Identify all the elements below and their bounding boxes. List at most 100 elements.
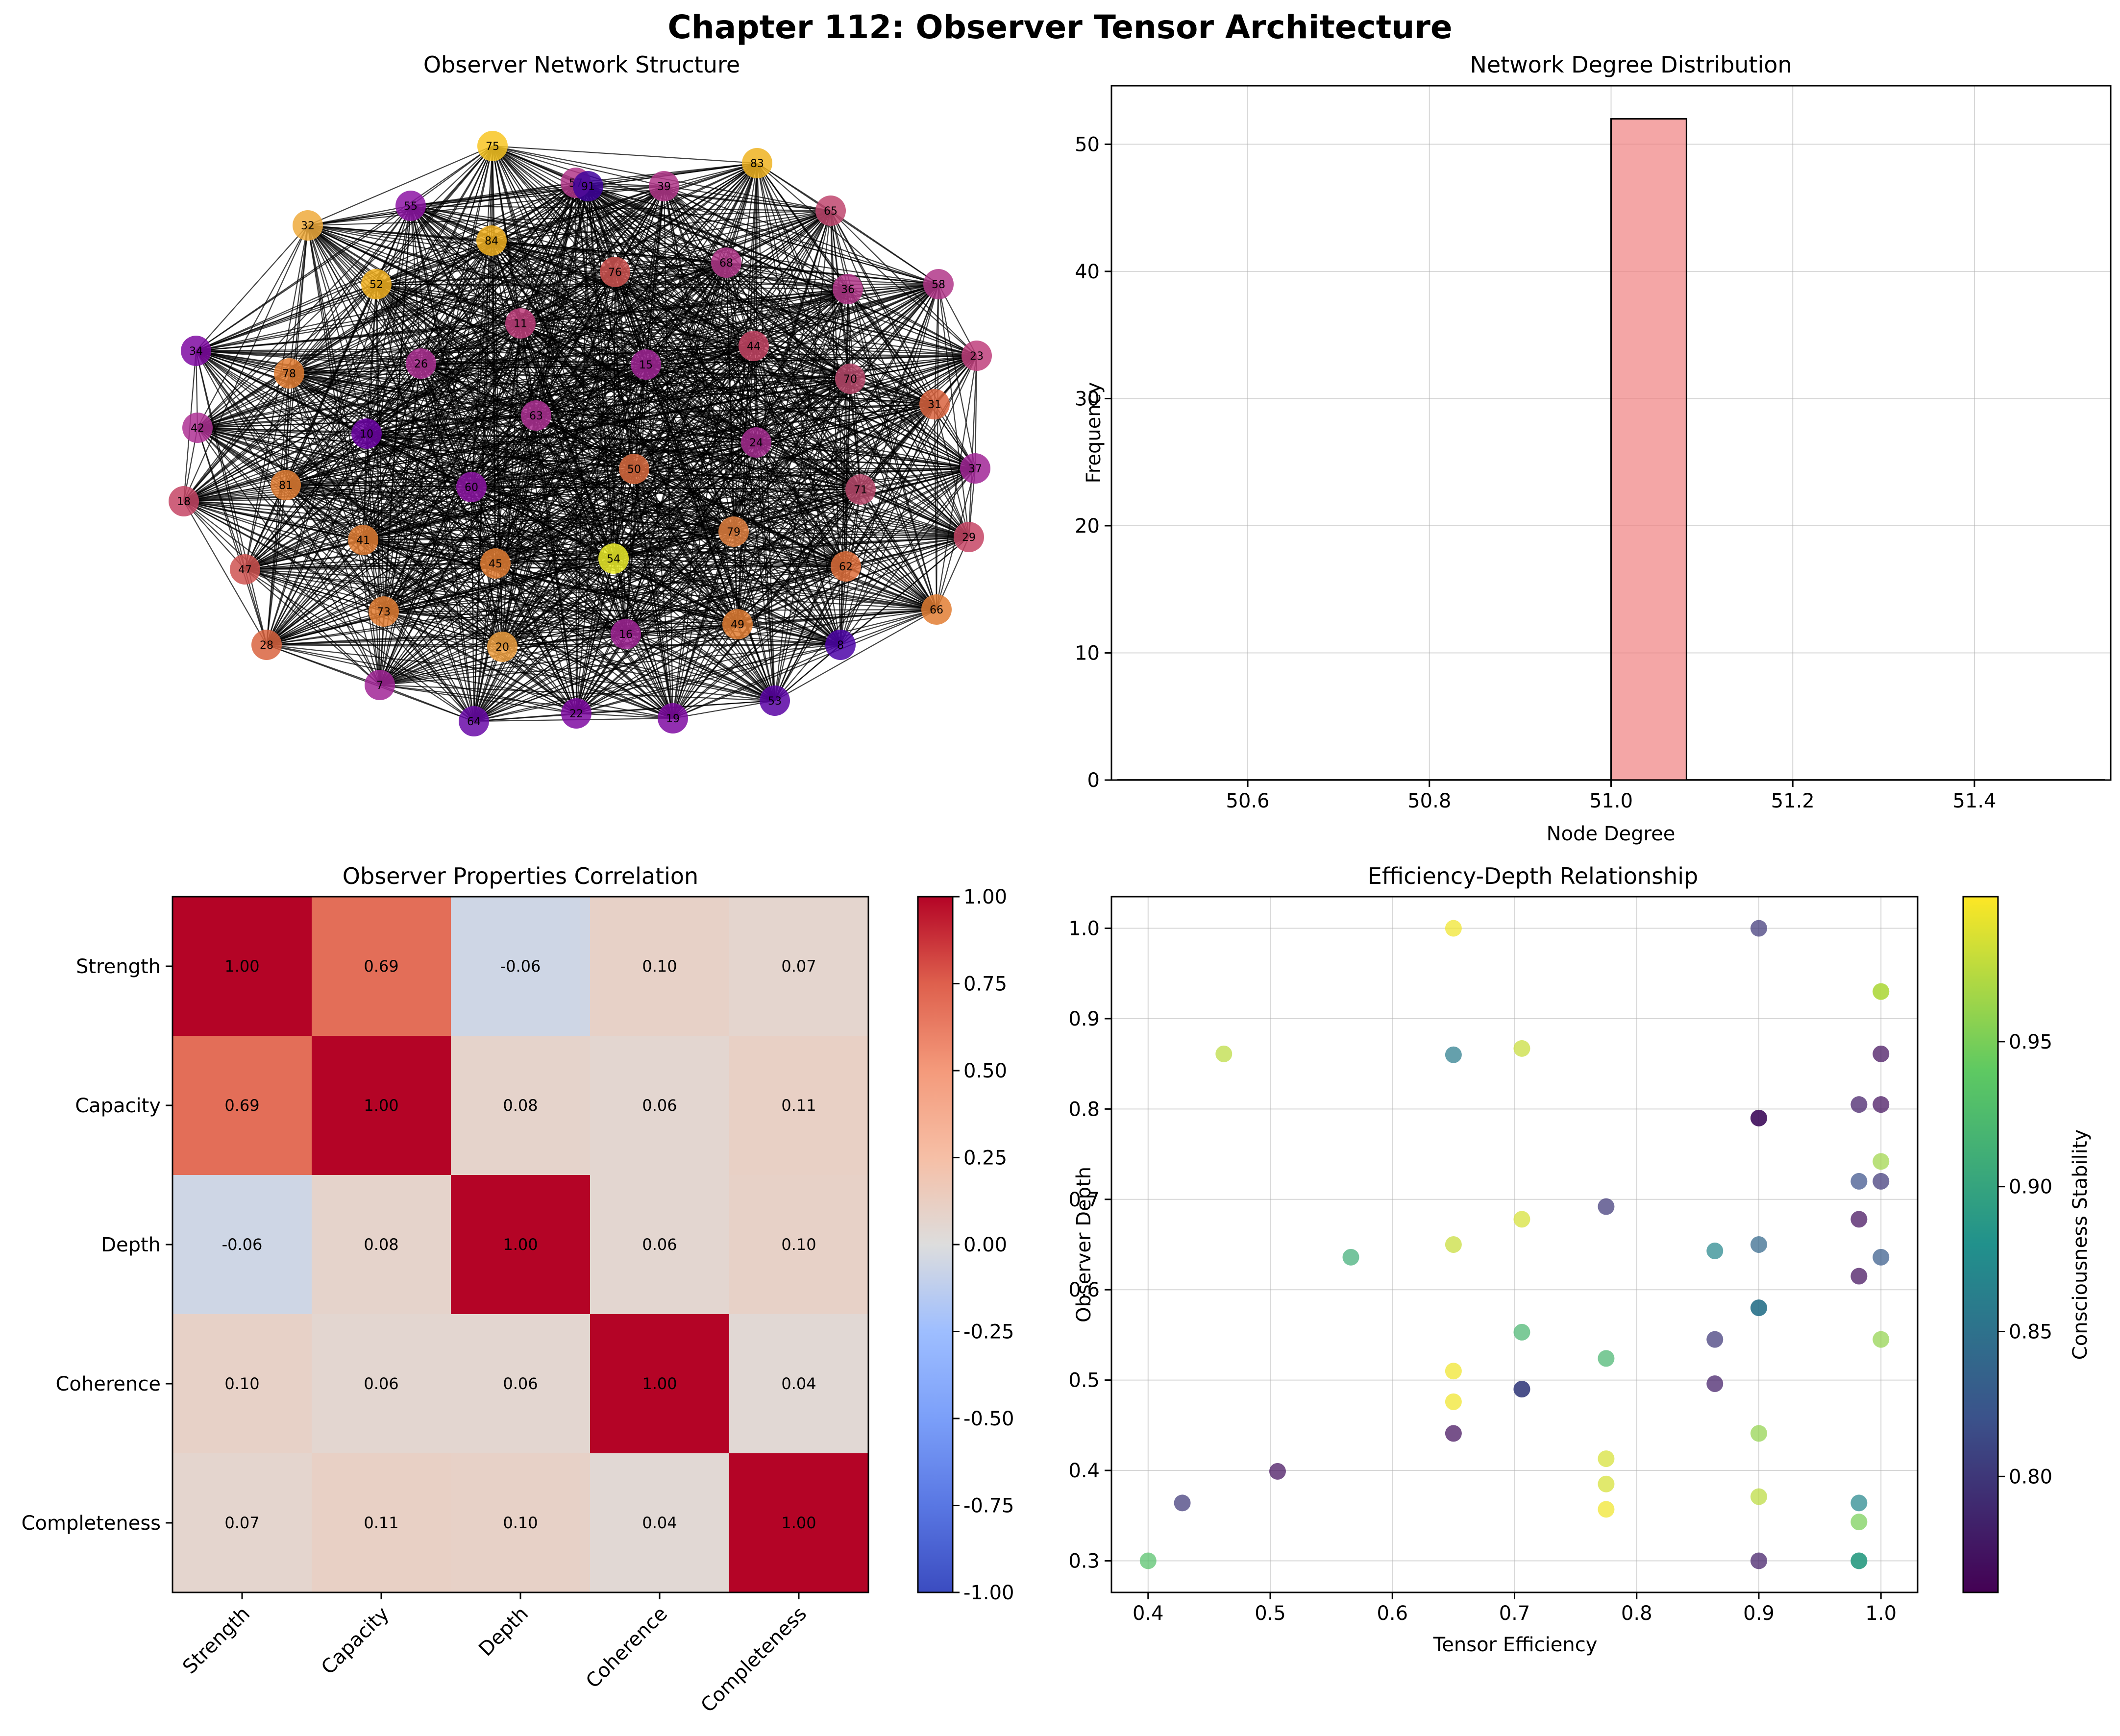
network-node-label: 24 <box>749 437 763 449</box>
scatter-y-ticks: 0.3 0.4 0.5 0.6 0.7 0.8 0.9 1.0 <box>1068 918 1111 1572</box>
heatmap-cell <box>590 1314 729 1453</box>
network-edge <box>634 378 851 470</box>
network-edge <box>366 433 496 564</box>
degree-x-tick-label: 50.8 <box>1407 790 1451 812</box>
network-edge <box>576 536 969 714</box>
network-edge <box>410 185 589 207</box>
network-edge <box>285 484 846 567</box>
scatter-colorbar-tick-label: 0.95 <box>2009 1031 2052 1053</box>
scatter-x-ticks: 0.4 0.5 0.6 0.7 0.8 0.9 1.0 <box>1133 1592 1897 1625</box>
network-node-label: 76 <box>608 267 622 279</box>
network-node-label: 44 <box>747 341 761 353</box>
network-edge <box>196 182 576 352</box>
network-node-label: 34 <box>189 345 203 358</box>
scatter-point <box>1598 1501 1615 1518</box>
degree-ylabel: Frequency <box>1083 382 1105 484</box>
heatmap-cell-label: 0.10 <box>503 1514 538 1532</box>
network-edge <box>245 363 421 570</box>
network-edge <box>285 484 496 564</box>
scatter-point <box>1598 1475 1615 1492</box>
heatmap-colorbar-tick-label: -1.00 <box>963 1582 1014 1604</box>
heatmap-cell-label: 1.00 <box>364 1096 398 1115</box>
network-edge <box>625 633 775 702</box>
scatter-point <box>1445 1236 1462 1253</box>
heatmap-colorbar-tick-label: -0.25 <box>963 1321 1014 1344</box>
network-edge <box>379 684 474 722</box>
network-edge <box>197 427 268 645</box>
network-node <box>835 364 865 394</box>
network-node-label: 39 <box>657 181 671 193</box>
heatmap-colorbar-tick-label: 0.75 <box>963 973 1007 996</box>
network-node-label: 36 <box>841 284 855 296</box>
scatter-point <box>1873 1045 1890 1062</box>
network-node-label: 91 <box>581 181 595 193</box>
network-node-label: 53 <box>768 695 782 708</box>
network-edge <box>197 427 577 714</box>
heatmap-cells: 1.00 0.69 -0.06 0.10 0.07 0.69 1.00 0.08 0.06 0.1… <box>173 897 868 1592</box>
scatter-point <box>1445 920 1462 937</box>
network-node <box>230 554 260 585</box>
network-edge <box>410 205 521 324</box>
network-edge <box>625 565 846 635</box>
network-node-label: 83 <box>750 158 764 170</box>
network-edge <box>289 283 939 374</box>
scatter-point <box>1750 1425 1767 1442</box>
network-edge <box>379 536 969 686</box>
scatter-point <box>1850 1211 1868 1228</box>
network-edge <box>588 186 935 405</box>
network-edge <box>266 611 384 646</box>
network-node <box>815 196 846 226</box>
network-edge <box>753 345 977 357</box>
heatmap-cell-label: 0.11 <box>781 1096 816 1115</box>
network-edge <box>266 633 626 646</box>
network-edge <box>289 363 421 374</box>
scatter-point <box>1706 1242 1724 1259</box>
network-edge <box>495 378 851 564</box>
network-edge <box>645 364 976 469</box>
network-edge <box>307 210 831 226</box>
network-edge <box>830 210 939 285</box>
network-edge <box>491 210 831 242</box>
network-node <box>459 706 489 736</box>
network-edge <box>362 433 368 540</box>
network-edge <box>937 284 970 538</box>
network-edge <box>285 484 734 533</box>
degree-x-tick-label: 50.6 <box>1226 790 1270 812</box>
network-edge <box>471 378 851 488</box>
network-node <box>923 269 954 299</box>
network-edge <box>197 364 646 429</box>
network-edge <box>383 487 472 612</box>
network-node-label: 63 <box>529 410 543 422</box>
network-edge <box>196 185 665 352</box>
network-edge <box>588 185 977 357</box>
network-node <box>921 594 952 625</box>
network-edge <box>383 611 775 702</box>
heatmap-cell-label: 0.11 <box>364 1514 398 1532</box>
network-node <box>348 525 378 555</box>
heatmap-row-labels: Strength Capacity Depth Coherence Completene… <box>22 955 173 1535</box>
heatmap-cell <box>312 897 451 1036</box>
network-edge <box>634 403 935 470</box>
heatmap-cell <box>590 1453 729 1592</box>
network-edge <box>366 433 969 538</box>
degree-y-tick-label: 0 <box>1087 769 1100 792</box>
network-edge <box>588 186 976 469</box>
network-edge <box>183 500 775 702</box>
network-edge <box>576 609 937 714</box>
network-edge <box>588 186 969 538</box>
degree-bar <box>1610 118 1687 781</box>
heatmap-cell-label: 0.06 <box>503 1374 538 1393</box>
heatmap-cell-label: 0.10 <box>781 1235 816 1254</box>
scatter-ylabel: Observer Depth <box>1073 1167 1095 1322</box>
network-edge <box>937 284 976 469</box>
network-edge <box>588 186 754 346</box>
network-node <box>960 453 990 484</box>
network-edge <box>847 289 977 356</box>
network-edge <box>285 186 589 486</box>
network-edge <box>285 485 380 685</box>
network-edge <box>968 355 978 538</box>
network-edge <box>383 611 503 648</box>
network-edge <box>383 611 738 625</box>
network-edge <box>495 562 846 567</box>
network-node-label: 79 <box>727 526 740 538</box>
